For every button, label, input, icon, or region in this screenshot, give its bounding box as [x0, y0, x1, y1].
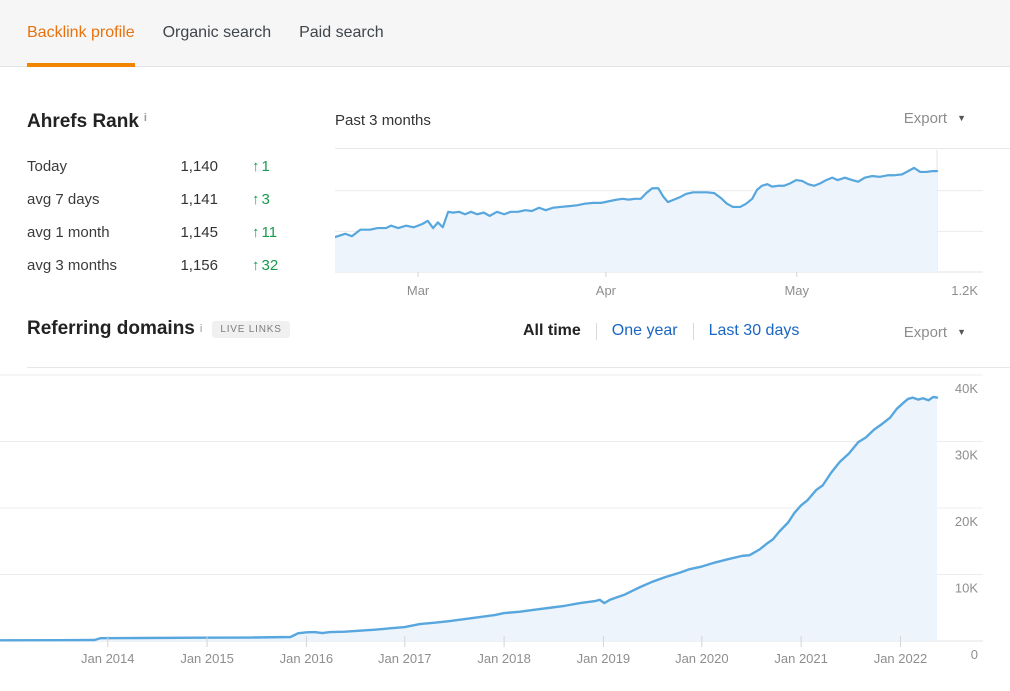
- rank-row-value: 1,141: [180, 191, 218, 208]
- rank-row-label: avg 7 days: [27, 191, 100, 208]
- rank-row-delta: ↑ 1: [252, 158, 270, 175]
- svg-text:Jan 2019: Jan 2019: [577, 651, 631, 666]
- active-tab-underline: [27, 63, 135, 67]
- export-label: Export: [903, 110, 948, 127]
- tab-label: Backlink profile: [27, 24, 135, 41]
- rank-row-delta: ↑ 32: [252, 257, 279, 274]
- tab-paid-search[interactable]: Paid search: [299, 0, 384, 66]
- up-arrow-icon: ↑: [252, 158, 260, 175]
- ahrefs-rank-title: Ahrefs Rank i: [27, 111, 147, 132]
- info-icon[interactable]: i: [199, 323, 203, 335]
- svg-text:Jan 2022: Jan 2022: [874, 651, 928, 666]
- rank-row-delta: ↑ 11: [252, 224, 278, 241]
- ahrefs-rank-trend-chart[interactable]: Mar Apr May 1.2K: [335, 150, 1010, 300]
- svg-text:May: May: [784, 283, 809, 298]
- chevron-down-icon: ▼: [957, 327, 966, 337]
- referring-domains-header: Referring domains i LIVE LINKS: [27, 318, 290, 340]
- svg-text:Jan 2021: Jan 2021: [774, 651, 828, 666]
- rank-row-label: avg 1 month: [27, 224, 110, 241]
- svg-text:Mar: Mar: [407, 283, 430, 298]
- filter-all-time[interactable]: All time: [523, 322, 581, 339]
- svg-text:30K: 30K: [955, 448, 978, 463]
- rank-row-avg-3-months: avg 3 months 1,156 ↑ 32: [27, 256, 278, 276]
- tab-backlink-profile[interactable]: Backlink profile: [27, 0, 135, 67]
- svg-text:Jan 2017: Jan 2017: [378, 651, 432, 666]
- svg-text:20K: 20K: [955, 514, 978, 529]
- rank-row-delta: ↑ 3: [252, 191, 270, 208]
- rank-row-today: Today 1,140 ↑ 1: [27, 157, 270, 177]
- rank-row-avg-7-days: avg 7 days 1,141 ↑ 3: [27, 190, 270, 210]
- time-range-filters: All time One year Last 30 days: [523, 322, 799, 340]
- rank-chart-top-divider: [335, 148, 1010, 149]
- rank-row-label: Today: [27, 158, 68, 175]
- tab-organic-search[interactable]: Organic search: [163, 0, 272, 66]
- rank-row-value: 1,145: [180, 224, 218, 241]
- tab-label: Paid search: [299, 24, 384, 41]
- svg-text:Apr: Apr: [596, 283, 617, 298]
- svg-text:Jan 2014: Jan 2014: [81, 651, 135, 666]
- live-links-badge: LIVE LINKS: [212, 320, 290, 338]
- rank-row-value: 1,156: [180, 257, 218, 274]
- filter-last-30-days[interactable]: Last 30 days: [708, 322, 800, 339]
- svg-text:40K: 40K: [955, 381, 978, 396]
- filter-divider: [692, 322, 694, 340]
- svg-text:1.2K: 1.2K: [951, 283, 978, 298]
- filter-divider: [595, 322, 597, 340]
- chevron-down-icon: ▼: [957, 113, 966, 123]
- referring-domains-chart[interactable]: Jan 2014 Jan 2015 Jan 2016 Jan 2017 Jan 2018…: [0, 368, 1010, 678]
- rank-chart-export-button[interactable]: Export ▼: [904, 110, 966, 127]
- up-arrow-icon: ↑: [252, 257, 260, 274]
- svg-text:Jan 2015: Jan 2015: [180, 651, 234, 666]
- up-arrow-icon: ↑: [252, 224, 260, 241]
- info-icon[interactable]: i: [143, 112, 147, 124]
- rank-row-avg-1-month: avg 1 month 1,145 ↑ 11: [27, 223, 277, 243]
- filter-one-year[interactable]: One year: [611, 322, 678, 339]
- rank-chart-period-title: Past 3 months: [335, 112, 431, 129]
- domains-chart-top-divider: [27, 367, 1010, 368]
- svg-text:10K: 10K: [955, 581, 978, 596]
- tab-label: Organic search: [162, 24, 272, 41]
- svg-text:Jan 2016: Jan 2016: [280, 651, 334, 666]
- svg-text:Jan 2018: Jan 2018: [477, 651, 531, 666]
- export-label: Export: [903, 324, 948, 341]
- rank-row-label: avg 3 months: [27, 257, 118, 274]
- svg-text:0: 0: [971, 647, 978, 662]
- domains-chart-export-button[interactable]: Export ▼: [904, 324, 966, 341]
- section-tabbar: Backlink profile Organic search Paid sea…: [0, 0, 1010, 67]
- rank-row-value: 1,140: [180, 158, 218, 175]
- referring-domains-title: Referring domains: [27, 318, 195, 339]
- up-arrow-icon: ↑: [252, 191, 260, 208]
- svg-text:Jan 2020: Jan 2020: [675, 651, 729, 666]
